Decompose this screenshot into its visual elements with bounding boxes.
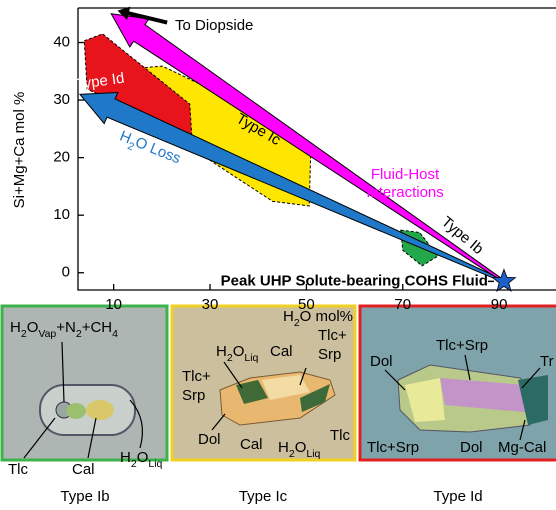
text-part: O [295,439,307,456]
photo-label: Cal [270,343,293,360]
subscript: Liq [148,458,162,470]
y-tick-label: 0 [62,264,70,281]
photo-label: Tlc [8,461,28,478]
photo-label: Tlc+Srp [367,439,419,456]
x-tick-label: 50 [298,296,315,313]
panel-caption: Type Id [433,488,482,505]
text-part: H [283,308,294,325]
annotation: Interactions [366,184,444,201]
photo-label: Tr [540,353,554,370]
photo-label: Srp [182,387,205,404]
y-tick-label: 40 [53,33,70,50]
panel-caption: Type Ic [239,488,288,505]
photo-label: Dol [198,431,221,448]
text-part: H [120,449,131,466]
text-part: O [233,343,245,360]
phase [66,403,86,419]
x-tick-label: 90 [491,296,508,313]
text-part: O [137,449,149,466]
y-axis-label: Si+Mg+Ca mol % [11,92,28,209]
text-part: +N [56,319,76,336]
x-tick-label: 70 [394,296,411,313]
photo-label: Tlc+ [318,327,347,344]
photo-label: Srp [318,346,341,363]
text-part: +CH [82,319,112,336]
panel-caption: Type Ib [60,488,109,505]
subscript: Liq [244,352,258,364]
photo-label: Dol [460,439,483,456]
point-label: Peak UHP Solute-bearing COHS Fluid [221,272,488,289]
photo-label: Tlc [330,427,350,444]
photo-label: Cal [72,461,95,478]
phase [86,400,114,420]
annotation: To Diopside [175,17,253,34]
x-tick-label: 30 [202,296,219,313]
text-part: H [216,343,227,360]
subscript: Liq [306,448,320,460]
annotation: Fluid-Host [371,166,440,183]
text-part: O [27,319,39,336]
y-tick-label: 20 [53,149,70,166]
x-tick-label: 10 [105,296,122,313]
subscript: 4 [112,328,118,340]
photo-label: Tlc+ [182,368,211,385]
photo-label: Mg-Cal [498,439,546,456]
photo-label: Tlc+Srp [436,337,488,354]
y-tick-label: 30 [53,91,70,108]
text-part: H [278,439,289,456]
star-point [493,269,516,291]
subscript: Vap [38,328,56,340]
photo-label: Dol [370,353,393,370]
text-part: H [10,319,21,336]
y-tick-label: 10 [53,206,70,223]
figure: H2OVap+N2+CH4 Tlc Cal H2OLiq H2OLiq Cal … [0,0,556,510]
photo-label: Cal [240,436,263,453]
